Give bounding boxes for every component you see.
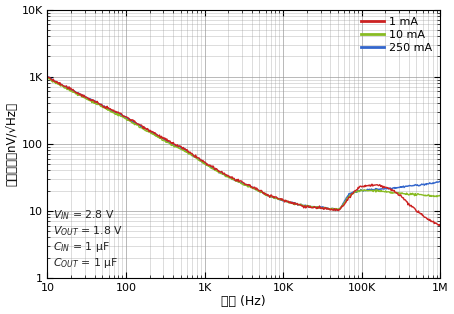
- X-axis label: 频率 (Hz): 频率 (Hz): [222, 295, 266, 308]
- 10 mA: [114, 113, 120, 117]
- 250 mA: [335, 208, 340, 212]
- 250 mA: [307, 205, 312, 209]
- 10 mA: [341, 202, 346, 205]
- 1 mA: [45, 75, 50, 78]
- 1 mA: [307, 205, 312, 209]
- Line: 250 mA: 250 mA: [48, 76, 440, 210]
- 1 mA: [276, 197, 281, 201]
- 1 mA: [114, 110, 120, 114]
- 250 mA: [146, 128, 151, 132]
- 10 mA: [45, 76, 50, 79]
- 250 mA: [45, 74, 50, 78]
- Line: 1 mA: 1 mA: [48, 77, 440, 225]
- 10 mA: [307, 204, 312, 208]
- 10 mA: [146, 130, 151, 134]
- Text: $V_{IN}$ = 2.8 V
$V_{OUT}$ = 1.8 V
$C_{IN}$ = 1 μF
$C_{OUT}$ = 1 μF: $V_{IN}$ = 2.8 V $V_{OUT}$ = 1.8 V $C_{I…: [53, 208, 123, 270]
- 10 mA: [222, 174, 228, 178]
- 250 mA: [276, 198, 281, 201]
- 1 mA: [437, 224, 443, 227]
- Line: 10 mA: 10 mA: [48, 78, 440, 210]
- 1 mA: [146, 128, 151, 132]
- 250 mA: [341, 201, 346, 205]
- 250 mA: [114, 110, 120, 114]
- Legend: 1 mA, 10 mA, 250 mA: 1 mA, 10 mA, 250 mA: [359, 15, 434, 55]
- 10 mA: [276, 197, 281, 200]
- 1 mA: [340, 204, 346, 208]
- 10 mA: [437, 193, 443, 197]
- 1 mA: [222, 173, 228, 176]
- 250 mA: [437, 179, 443, 183]
- 10 mA: [331, 208, 337, 212]
- 250 mA: [222, 174, 228, 177]
- Y-axis label: 输出噪声（nV/√Hz）: 输出噪声（nV/√Hz）: [5, 102, 19, 186]
